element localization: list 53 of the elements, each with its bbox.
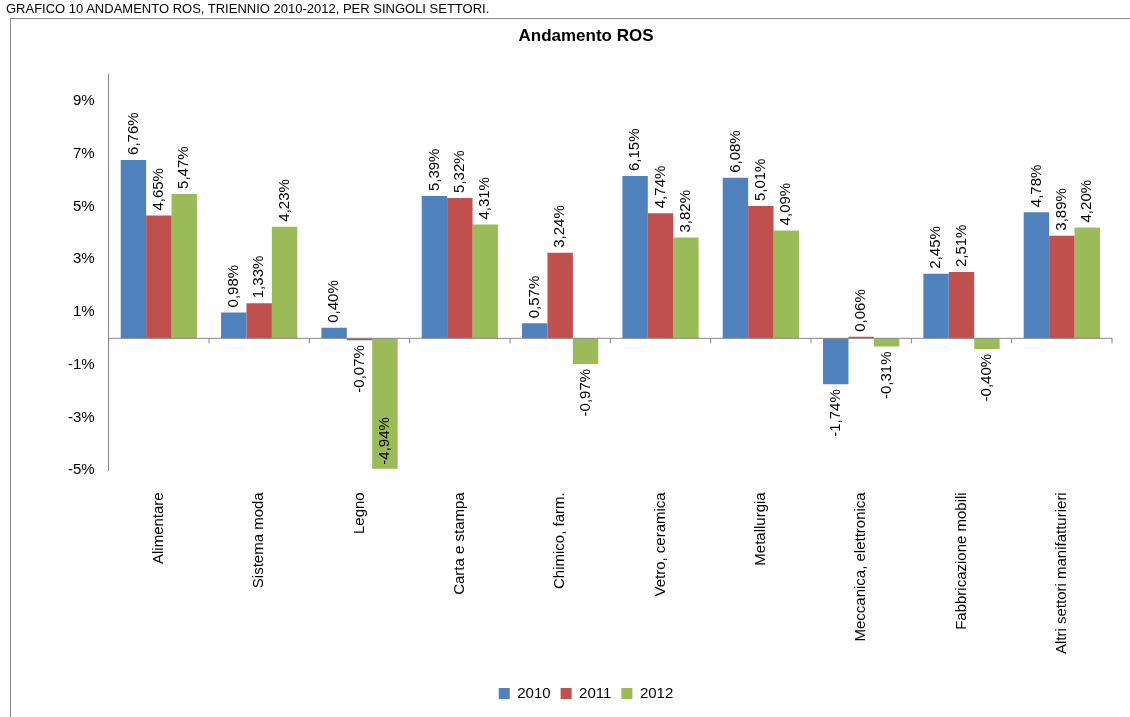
data-label: 0,98%: [223, 264, 241, 308]
x-tick-label: Alimentare: [148, 492, 166, 564]
y-tick-label: -5%: [67, 460, 95, 478]
data-label: 6,08%: [725, 130, 743, 173]
y-tick-label: -3%: [67, 407, 95, 425]
data-label: 3,82%: [676, 189, 694, 233]
data-label: 4,78%: [1026, 164, 1044, 208]
data-label: 5,39%: [424, 148, 442, 192]
data-label: 6,76%: [123, 112, 141, 155]
y-tick-label: 1%: [72, 302, 95, 320]
y-tick-label: 9%: [72, 90, 95, 108]
data-label: 4,09%: [776, 182, 794, 226]
data-label: 1,33%: [249, 255, 267, 299]
data-label: -0,07%: [349, 345, 367, 393]
data-label: -0,40%: [977, 353, 995, 402]
legend-label: 2011: [579, 683, 612, 701]
data-label: -4,94%: [375, 417, 393, 465]
data-label: 0,57%: [524, 275, 542, 319]
data-label: 4,23%: [274, 179, 292, 222]
data-label: 5,32%: [449, 150, 467, 193]
data-label: -1,74%: [825, 389, 843, 437]
data-label: 3,89%: [1051, 188, 1069, 231]
x-tick-label: Sistema moda: [249, 491, 267, 589]
data-label: 4,31%: [475, 177, 493, 220]
data-label: 4,74%: [650, 165, 668, 209]
data-label: 4,65%: [148, 168, 166, 211]
data-label: 3,24%: [550, 205, 568, 248]
x-tick-label: Legno: [349, 492, 367, 535]
x-tick-label: Altri settori manifatturieri: [1051, 492, 1069, 655]
text: GRAFICO 10 ANDAMENTO ROS, TRIENNIO 2010-2012, PER SINGOLI SETTORI.: [6, 1, 490, 16]
x-tick-label: Fabbricazione mobili: [951, 492, 969, 630]
y-tick-label: -1%: [67, 354, 95, 372]
y-tick-label: 5%: [72, 196, 95, 214]
data-label: -0,31%: [876, 351, 894, 400]
data-label: 6,15%: [625, 128, 643, 172]
x-tick-label: Chimico, farm.: [550, 492, 568, 589]
x-tick-label: Meccanica, elettronica: [851, 491, 869, 642]
data-label: 5,47%: [174, 146, 192, 189]
data-label: 0,40%: [324, 280, 342, 323]
x-tick-label: Carta e stampa: [449, 491, 467, 595]
data-label: 2,51%: [951, 224, 969, 268]
x-tick-label: Metallurgia: [750, 491, 768, 566]
y-tick-label: 7%: [72, 143, 95, 161]
data-label: 2,45%: [926, 226, 944, 269]
x-tick-label: Vetro, ceramica: [650, 491, 668, 597]
data-label: 5,01%: [750, 158, 768, 202]
y-tick-label: 3%: [72, 249, 95, 267]
data-label: -0,97%: [575, 368, 593, 417]
legend-label: 2012: [639, 683, 674, 701]
legend-label: 2010: [517, 683, 551, 701]
data-label: 4,20%: [1077, 179, 1095, 223]
data-label: 0,06%: [851, 289, 869, 332]
chart-title: Andamento ROS: [518, 25, 654, 45]
